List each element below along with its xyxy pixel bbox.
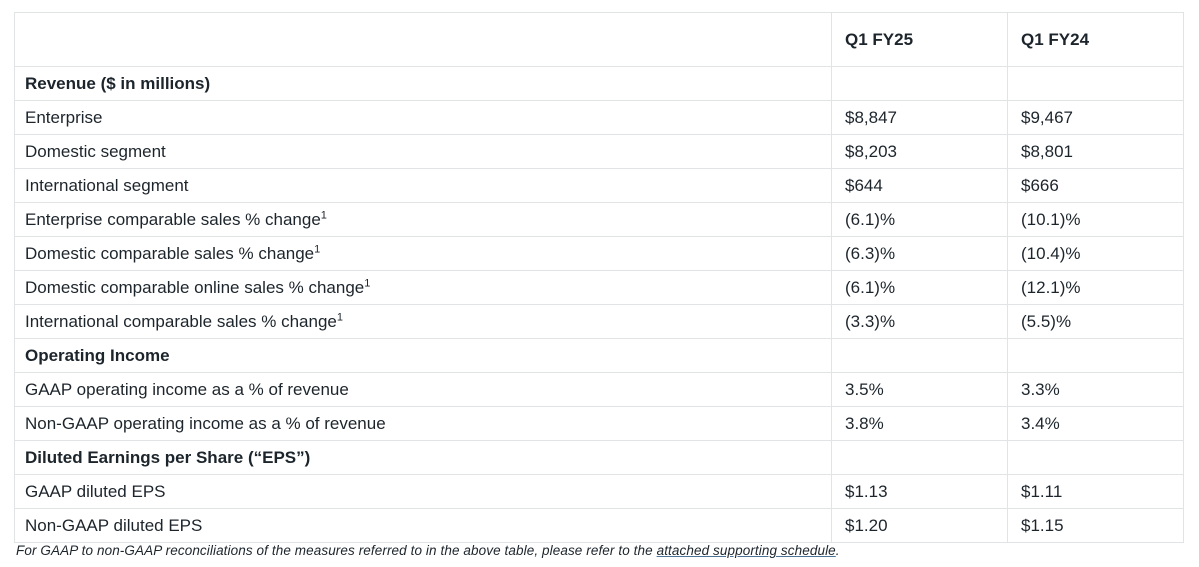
supporting-schedule-link[interactable]: attached supporting schedule bbox=[656, 543, 836, 558]
table-row-enterprise: Enterprise $8,847 $9,467 bbox=[14, 100, 1184, 135]
table-row-domestic-comp-sales: Domestic comparable sales % change1 (6.3… bbox=[14, 236, 1184, 271]
table-row-domestic-segment: Domestic segment $8,203 $8,801 bbox=[14, 134, 1184, 169]
column-header-empty bbox=[14, 12, 832, 67]
value-q1fy25: $1.13 bbox=[831, 474, 1008, 509]
row-label-text: International segment bbox=[25, 175, 189, 195]
value-q1fy24 bbox=[1007, 440, 1184, 475]
value-q1fy24: $9,467 bbox=[1007, 100, 1184, 135]
value-q1fy25: $1.20 bbox=[831, 508, 1008, 543]
value-q1fy25 bbox=[831, 66, 1008, 101]
row-label: International comparable sales % change1 bbox=[14, 304, 832, 339]
row-label-text: Revenue ($ in millions) bbox=[25, 73, 211, 93]
value-q1fy24: 3.3% bbox=[1007, 372, 1184, 407]
table-row-gaap-diluted-eps: GAAP diluted EPS $1.13 $1.11 bbox=[14, 474, 1184, 509]
value-q1fy25 bbox=[831, 440, 1008, 475]
row-label-text: Domestic comparable sales % change bbox=[25, 243, 315, 263]
row-label-text: Domestic comparable online sales % chang… bbox=[25, 277, 365, 297]
row-label: GAAP operating income as a % of revenue bbox=[14, 372, 832, 407]
table-row-section-revenue: Revenue ($ in millions) bbox=[14, 66, 1184, 101]
row-label-text: GAAP diluted EPS bbox=[25, 481, 166, 501]
value-q1fy24: $1.15 bbox=[1007, 508, 1184, 543]
footnote-marker: 1 bbox=[336, 310, 343, 323]
value-q1fy24: (10.4)% bbox=[1007, 236, 1184, 271]
value-q1fy25: (6.1)% bbox=[831, 270, 1008, 305]
value-q1fy24: 3.4% bbox=[1007, 406, 1184, 441]
value-q1fy25: 3.8% bbox=[831, 406, 1008, 441]
value-q1fy24 bbox=[1007, 66, 1184, 101]
table-row-non-gaap-operating-income: Non-GAAP operating income as a % of reve… bbox=[14, 406, 1184, 441]
table-row-international-segment: International segment $644 $666 bbox=[14, 168, 1184, 203]
value-q1fy25: $8,203 bbox=[831, 134, 1008, 169]
row-label-text: International comparable sales % change bbox=[25, 311, 337, 331]
value-q1fy25: $644 bbox=[831, 168, 1008, 203]
financial-results-table-container: Q1 FY25 Q1 FY24 Revenue ($ in millions) … bbox=[14, 12, 1184, 543]
row-label: GAAP diluted EPS bbox=[14, 474, 832, 509]
footnote-marker: 1 bbox=[314, 242, 321, 255]
footnote-marker: 1 bbox=[364, 276, 371, 289]
table-row-domestic-comp-online-sales: Domestic comparable online sales % chang… bbox=[14, 270, 1184, 305]
value-q1fy24: (12.1)% bbox=[1007, 270, 1184, 305]
row-label: Domestic comparable sales % change1 bbox=[14, 236, 832, 271]
gaap-reconciliation-footnote: For GAAP to non-GAAP reconciliations of … bbox=[16, 543, 1186, 558]
row-label-text: Diluted Earnings per Share (“EPS”) bbox=[25, 447, 311, 467]
value-q1fy24: $1.11 bbox=[1007, 474, 1184, 509]
footnote-text-before: For GAAP to non-GAAP reconciliations of … bbox=[16, 543, 657, 558]
table-row-non-gaap-diluted-eps: Non-GAAP diluted EPS $1.20 $1.15 bbox=[14, 508, 1184, 543]
row-label: Operating Income bbox=[14, 338, 832, 373]
value-q1fy25 bbox=[831, 338, 1008, 373]
row-label-text: Enterprise comparable sales % change bbox=[25, 209, 321, 229]
row-label: Non-GAAP operating income as a % of reve… bbox=[14, 406, 832, 441]
table-row-international-comp-sales: International comparable sales % change1… bbox=[14, 304, 1184, 339]
table-row-gaap-operating-income: GAAP operating income as a % of revenue … bbox=[14, 372, 1184, 407]
value-q1fy24: $8,801 bbox=[1007, 134, 1184, 169]
table-row-enterprise-comp-sales: Enterprise comparable sales % change1 (6… bbox=[14, 202, 1184, 237]
row-label-text: Non-GAAP operating income as a % of reve… bbox=[25, 413, 386, 433]
row-label: Domestic comparable online sales % chang… bbox=[14, 270, 832, 305]
table-row-section-operating-income: Operating Income bbox=[14, 338, 1184, 373]
table-row-section-diluted-eps: Diluted Earnings per Share (“EPS”) bbox=[14, 440, 1184, 475]
value-q1fy24 bbox=[1007, 338, 1184, 373]
row-label: Enterprise bbox=[14, 100, 832, 135]
value-q1fy25: 3.5% bbox=[831, 372, 1008, 407]
footnote-marker: 1 bbox=[320, 208, 327, 221]
row-label: Revenue ($ in millions) bbox=[14, 66, 832, 101]
value-q1fy25: (6.3)% bbox=[831, 236, 1008, 271]
row-label-text: Operating Income bbox=[25, 345, 170, 365]
value-q1fy25: $8,847 bbox=[831, 100, 1008, 135]
row-label-text: GAAP operating income as a % of revenue bbox=[25, 379, 349, 399]
value-q1fy24: (5.5)% bbox=[1007, 304, 1184, 339]
value-q1fy24: $666 bbox=[1007, 168, 1184, 203]
footnote-text-after: . bbox=[835, 543, 840, 558]
value-q1fy25: (3.3)% bbox=[831, 304, 1008, 339]
table-header-row: Q1 FY25 Q1 FY24 bbox=[14, 12, 1184, 67]
row-label-text: Non-GAAP diluted EPS bbox=[25, 515, 203, 535]
row-label: Diluted Earnings per Share (“EPS”) bbox=[14, 440, 832, 475]
row-label-text: Domestic segment bbox=[25, 141, 166, 161]
column-header-q1fy24: Q1 FY24 bbox=[1007, 12, 1184, 67]
row-label: International segment bbox=[14, 168, 832, 203]
column-header-q1fy25: Q1 FY25 bbox=[831, 12, 1008, 67]
row-label: Enterprise comparable sales % change1 bbox=[14, 202, 832, 237]
row-label-text: Enterprise bbox=[25, 107, 103, 127]
row-label: Domestic segment bbox=[14, 134, 832, 169]
value-q1fy25: (6.1)% bbox=[831, 202, 1008, 237]
row-label: Non-GAAP diluted EPS bbox=[14, 508, 832, 543]
financial-results-table: Q1 FY25 Q1 FY24 Revenue ($ in millions) … bbox=[14, 12, 1184, 543]
value-q1fy24: (10.1)% bbox=[1007, 202, 1184, 237]
